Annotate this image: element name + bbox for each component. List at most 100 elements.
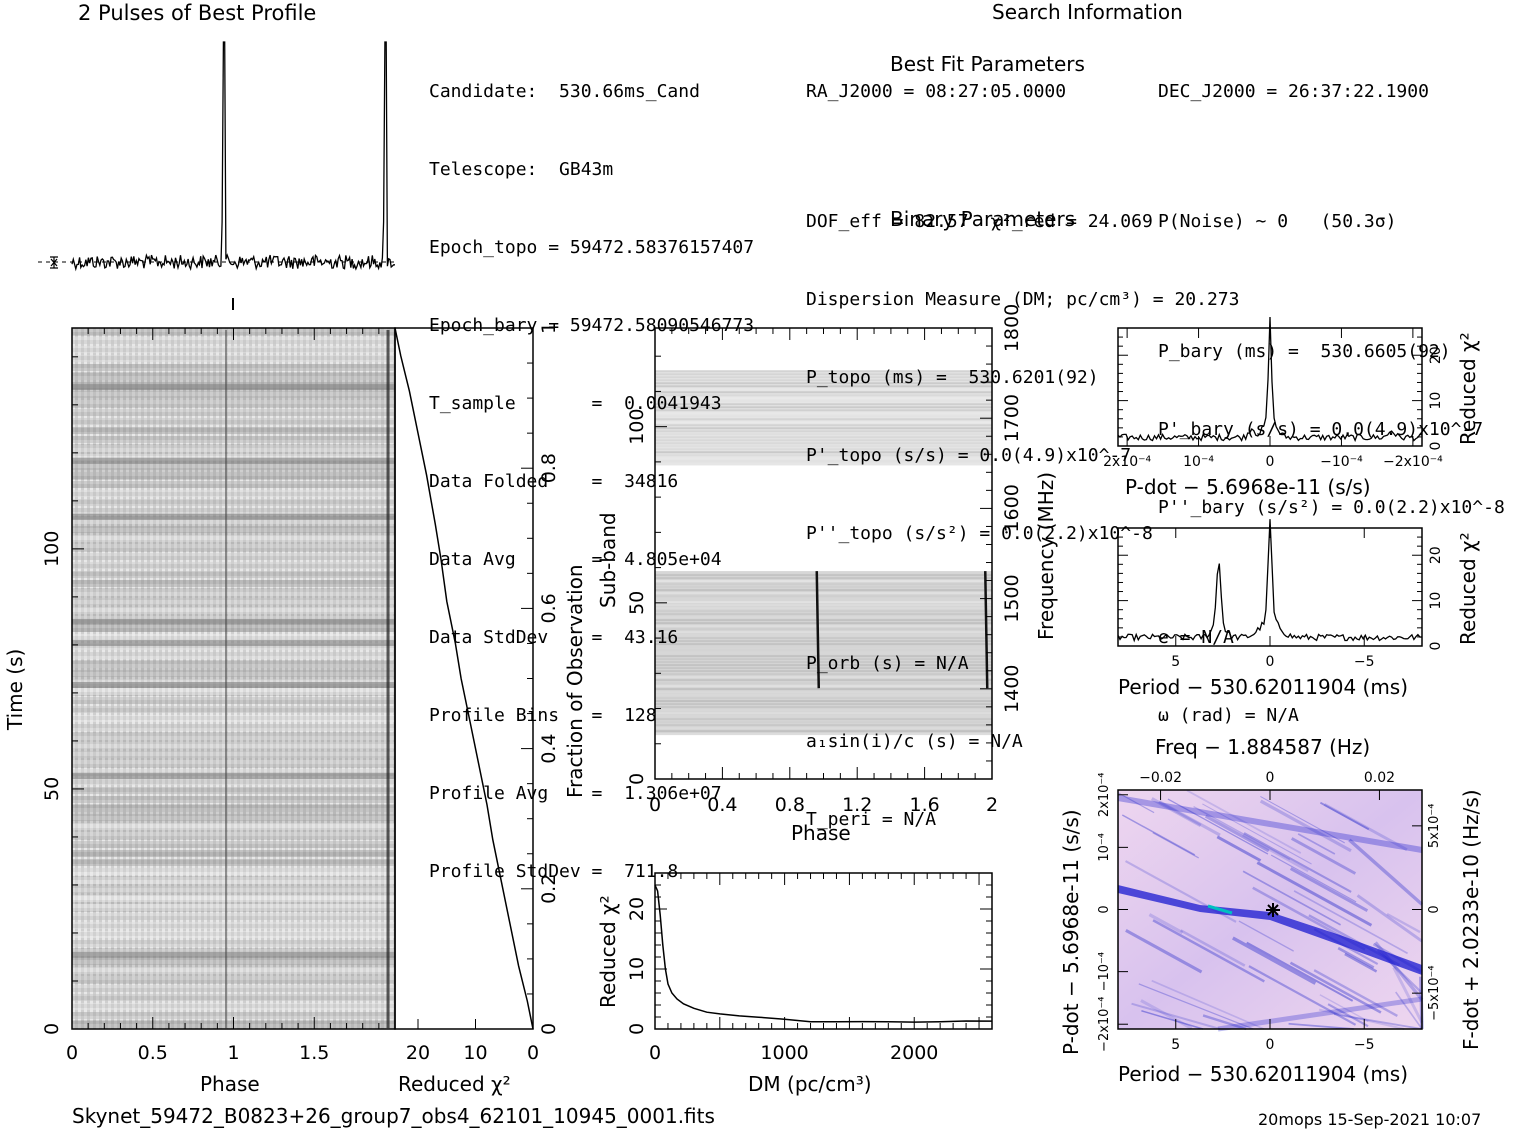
best-fit-title: Best Fit Parameters (890, 52, 1085, 76)
subband-row (655, 673, 992, 676)
time-phase-row (72, 418, 395, 425)
ppdot-streak (1138, 983, 1254, 1030)
subband-row (655, 406, 992, 409)
time-phase-dark-row (72, 618, 395, 625)
ppdot-streak (1319, 994, 1369, 1022)
y2-tick-label: 1500 (1001, 574, 1023, 622)
time-phase-row (72, 670, 395, 677)
y-tick-label: 0 (1097, 905, 1112, 913)
subband-row (655, 598, 992, 601)
subband-row (655, 706, 992, 709)
subband-row (655, 442, 992, 445)
info-line: T_peri = N/A (806, 809, 937, 830)
subband-row (655, 571, 992, 574)
y-tick-label: 50 (626, 591, 648, 615)
subband-row (655, 697, 992, 700)
time-phase-row (72, 841, 395, 848)
time-phase-dark-row (72, 682, 395, 689)
subband-pulse (984, 571, 989, 689)
info-line: P_topo (ms) = 530.6201(92) (806, 367, 1099, 388)
subband-row (655, 607, 992, 610)
subband-panel: 0 0.4 0.8 1.2 1.6 2 0 50 100 1400 1500 1600 1700 1800… (596, 304, 1058, 845)
ppdot-streak (1202, 803, 1312, 865)
time-phase-row (72, 445, 395, 452)
subband-row (655, 433, 992, 436)
subband-row (655, 394, 992, 397)
time-phase-row (72, 922, 395, 929)
info-line: Profile StdDev = 711.8 (429, 861, 679, 882)
cumulative-chi2-line (394, 327, 534, 1030)
y-tick-label: 0 (626, 773, 648, 785)
x-tick-label: −2x10⁻⁴ (1383, 454, 1443, 470)
info-line: Candidate: 530.66ms_Cand (429, 81, 700, 102)
time-phase-row (72, 715, 395, 722)
time-phase-row (72, 751, 395, 758)
y-tick-label: 10 (1428, 592, 1444, 610)
subband-row (655, 655, 992, 658)
subband-pulse (815, 571, 821, 689)
time-phase-image (72, 328, 395, 1029)
subband-row (655, 700, 992, 703)
subband-row (655, 370, 992, 373)
subband-row (655, 658, 992, 661)
time-phase-row (72, 643, 395, 650)
time-phase-row (72, 967, 395, 974)
y2-tick-label: 1700 (1001, 394, 1023, 442)
ppdot-streak (1150, 797, 1202, 828)
y-tick-label: 0 (538, 1023, 560, 1035)
ppdot-streak (1242, 870, 1342, 926)
time-phase-row (72, 463, 395, 470)
time-phase-row (72, 508, 395, 515)
time-phase-row (72, 760, 395, 767)
period-curve-line (1117, 519, 1423, 643)
subband-row (655, 715, 992, 718)
subband-row (655, 421, 992, 424)
time-phase-row (72, 409, 395, 416)
x-tick-label: 5 (1171, 654, 1180, 670)
subband-row (655, 595, 992, 598)
x-tick-label: 1.6 (909, 794, 939, 816)
y-tick-label: 0.6 (538, 593, 560, 623)
x-tick-label: 1000 (760, 1042, 808, 1064)
subband-row (655, 619, 992, 622)
x-tick-label: 1 (227, 1042, 239, 1064)
time-phase-row (72, 625, 395, 632)
ppdot-streak (1327, 1003, 1369, 1028)
x-tick-label: 0 (1266, 654, 1275, 670)
time-phase-row (72, 724, 395, 731)
y-tick-label: 20 (626, 897, 648, 921)
time-phase-row (72, 535, 395, 542)
subband-row (655, 733, 992, 736)
info-line: P(Noise) ~ 0 (50.3σ) (1158, 211, 1397, 232)
subband-row (655, 457, 992, 460)
profile-line (71, 41, 395, 272)
y2-tick-label: 1400 (1001, 665, 1023, 713)
subband-row (655, 667, 992, 670)
time-phase-row (72, 355, 395, 362)
x-tick-label: 0.8 (775, 794, 805, 816)
ppdot-streak (1202, 1014, 1247, 1031)
y-tick-label: 100 (626, 409, 648, 445)
ppdot-streak (1180, 929, 1246, 967)
time-phase-row (72, 805, 395, 812)
subband-row (655, 703, 992, 706)
info-line: Data Avg = 4.805e+04 (429, 549, 722, 570)
time-phase-row (72, 661, 395, 668)
info-line: Profile Bins = 128 (429, 705, 657, 726)
info-line: RA_J2000 = 08:27:05.0000 (806, 81, 1067, 102)
time-phase-row (72, 787, 395, 794)
info-line: Epoch_topo = 59472.58376157407 (429, 237, 755, 258)
dm-panel: 0 1000 2000 0 10 20 Reduced χ² DM (pc/cm³) (596, 872, 993, 1096)
subband-row (655, 385, 992, 388)
phase-axis-label: Phase (200, 1072, 260, 1096)
y2-tick-label: 1600 (1001, 484, 1023, 532)
subband-row (655, 379, 992, 382)
subband-row (655, 613, 992, 616)
cumulative-chi2-panel: 20 10 0 0 0.2 0.4 0.6 0.8 1 Reduced χ² Fraction … (394, 322, 587, 1096)
subband-row (655, 601, 992, 604)
time-phase-row (72, 742, 395, 749)
dm-ylabel: Reduced χ² (596, 895, 620, 1008)
time-phase-row (72, 436, 395, 443)
y-tick-label: 100 (41, 531, 63, 567)
y-tick-label: 10 (626, 957, 648, 981)
